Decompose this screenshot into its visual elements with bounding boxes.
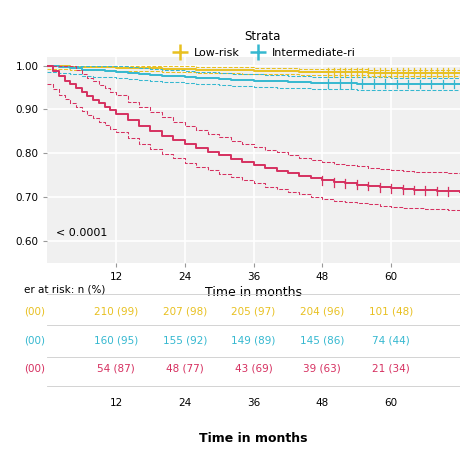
Text: 155 (92): 155 (92) [163,335,207,345]
Text: 205 (97): 205 (97) [231,307,276,317]
Text: 145 (86): 145 (86) [300,335,345,345]
Text: 24: 24 [178,398,191,408]
Text: 39 (63): 39 (63) [303,363,341,374]
Text: 48: 48 [316,398,329,408]
Text: Time in months: Time in months [200,432,308,445]
Legend: Low-risk, Intermediate-ri: Low-risk, Intermediate-ri [168,29,356,58]
Text: 48 (77): 48 (77) [166,363,204,374]
Text: (00): (00) [25,307,46,317]
Text: 160 (95): 160 (95) [94,335,138,345]
Text: 149 (89): 149 (89) [231,335,276,345]
Text: 12: 12 [109,398,123,408]
Text: 43 (69): 43 (69) [235,363,273,374]
Text: 21 (34): 21 (34) [372,363,410,374]
Text: 36: 36 [247,398,260,408]
Text: 204 (96): 204 (96) [300,307,345,317]
Text: (00): (00) [25,335,46,345]
Text: 60: 60 [384,398,398,408]
Text: 210 (99): 210 (99) [94,307,138,317]
Text: 207 (98): 207 (98) [163,307,207,317]
Text: 54 (87): 54 (87) [97,363,135,374]
Text: < 0.0001: < 0.0001 [55,228,107,238]
Text: 101 (48): 101 (48) [369,307,413,317]
Text: 74 (44): 74 (44) [372,335,410,345]
Text: (00): (00) [25,363,46,374]
Text: er at risk: n (%): er at risk: n (%) [25,284,106,294]
X-axis label: Time in months: Time in months [205,286,302,299]
